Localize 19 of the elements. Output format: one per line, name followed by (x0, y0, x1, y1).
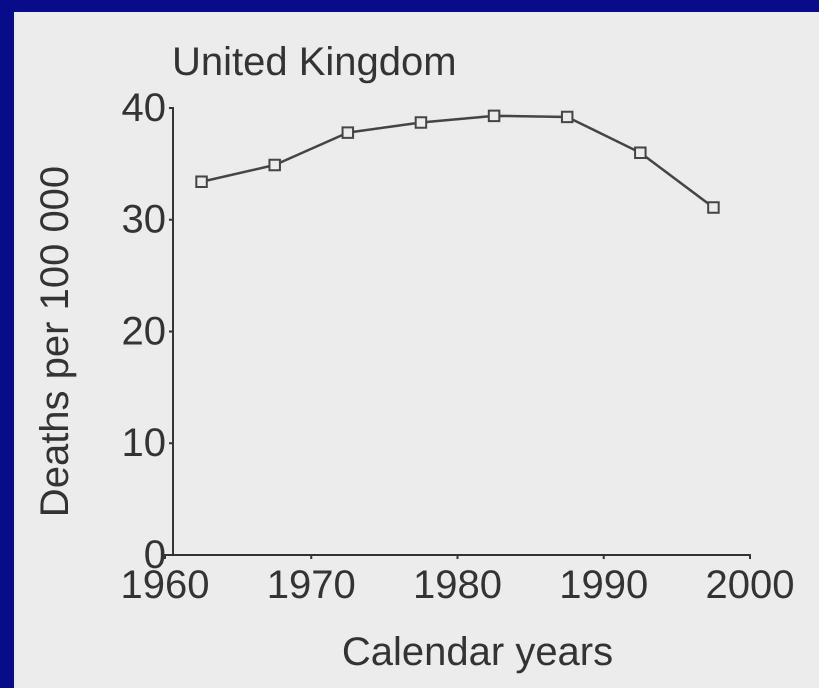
x-tick-label: 1980 (413, 563, 502, 607)
point (560, 110, 574, 124)
point (488, 110, 500, 122)
y-tick-label: 10 (122, 421, 166, 466)
y-tick-label: 40 (122, 86, 166, 130)
y-axis-title: Deaths per 100 000 (33, 166, 77, 518)
point (707, 201, 720, 214)
y-tick-label: 20 (122, 309, 166, 354)
chart-title: United Kingdom (172, 40, 457, 84)
x-tick-label: 2000 (706, 563, 794, 607)
point (342, 126, 354, 139)
point (414, 116, 428, 129)
point (634, 146, 647, 159)
y-tick-label: 30 (122, 198, 166, 242)
point (268, 158, 281, 172)
x-tick-label: 1990 (559, 563, 648, 607)
x-tick-label: 1970 (266, 563, 356, 607)
point (195, 176, 208, 188)
x-axis-title: Calendar years (342, 630, 614, 674)
